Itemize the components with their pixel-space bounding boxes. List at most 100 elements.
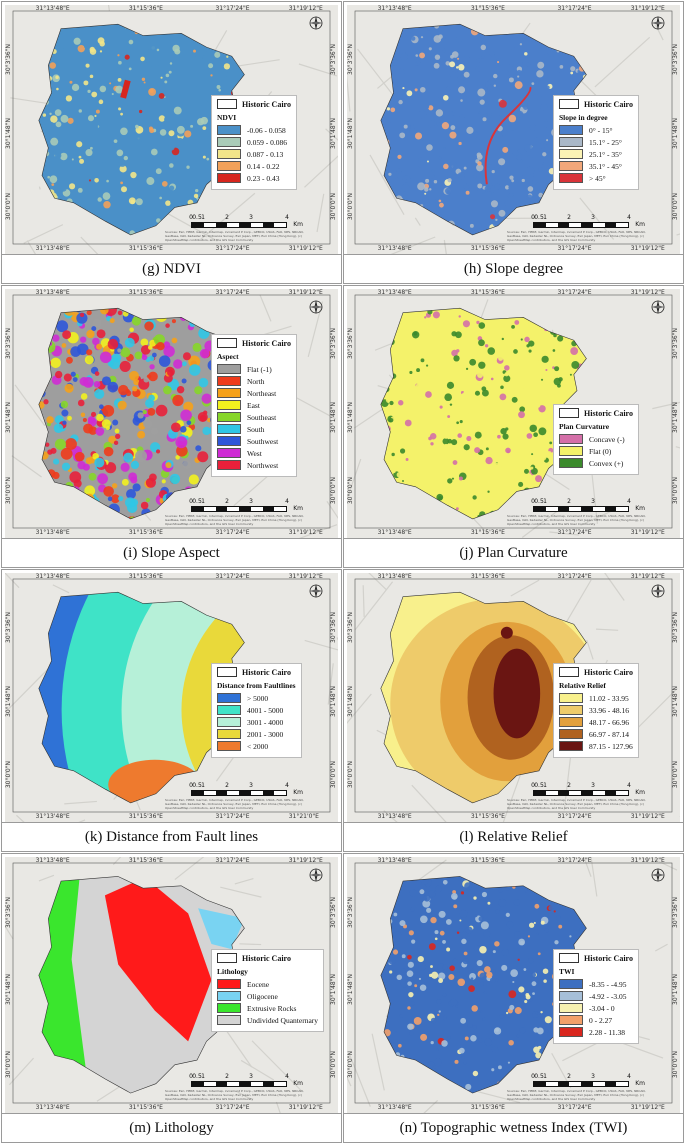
legend-swatch — [559, 991, 583, 1001]
boundary-swatch — [217, 338, 237, 348]
basemap-road — [414, 217, 421, 226]
legend-class-label: 0.14 - 0.22 — [247, 161, 280, 171]
historic-cairo-label: Historic Cairo — [242, 338, 291, 348]
boundary-swatch — [217, 953, 237, 963]
legend-class: 15.1° - 25° — [559, 137, 633, 147]
tick-label-left: 30°0'0"N — [5, 193, 12, 221]
scale-label: 0.5 — [534, 214, 544, 221]
map-panel: 31°13'48"E 31°15'36"E 31°17'24"E 31°19'12"E… — [343, 853, 684, 1143]
basemap-road — [5, 924, 14, 940]
basemap-road — [251, 1040, 303, 1092]
basemap-road — [362, 585, 365, 617]
scale-label: 0.5 — [534, 1073, 544, 1080]
basemap-road — [26, 240, 37, 254]
scale-unit: Km — [635, 789, 645, 796]
legend-swatch — [217, 460, 241, 470]
scale-label: 0.5 — [192, 782, 202, 789]
tick-label-right: 30°0'0"N — [330, 193, 337, 221]
scale-label: 3 — [249, 498, 253, 505]
tick-label-bottom: 31°17'24"E — [215, 529, 250, 536]
legend-class: 0.059 - 0.086 — [217, 137, 291, 147]
basemap-road — [234, 878, 254, 885]
legend-class: 87.15 - 127.96 — [559, 741, 633, 751]
tick-label-bottom: 31°17'24"E — [215, 1104, 250, 1111]
tick-label-bottom: 31°19'12"E — [630, 813, 665, 820]
scale-bar: 0 0.5 1 2 3 4 Km — [189, 1073, 303, 1087]
basemap-credit: Sources: Esri, HERE, Garmin, Intermap, i… — [165, 1089, 304, 1101]
map-svg — [347, 5, 680, 254]
scale-bar: 0 0.5 1 2 3 4 Km — [531, 214, 645, 228]
basemap-credit: Sources: Esri, HERE, Garmin, Intermap, i… — [165, 230, 304, 242]
historic-cairo-label: Historic Cairo — [584, 99, 633, 109]
scale-label: 3 — [591, 782, 595, 789]
tick-label-left: 30°0'0"N — [347, 477, 354, 505]
legend-swatch — [217, 1003, 241, 1013]
map-panel: 31°13'48"E 31°15'36"E 31°17'24"E 31°19'12"E… — [1, 569, 342, 852]
map-svg — [347, 294, 680, 538]
map-canvas: 31°13'48"E 31°15'36"E 31°17'24"E 31°19'12"E… — [347, 5, 680, 254]
tick-label-top: 31°17'24"E — [557, 289, 592, 296]
basemap-credit: Sources: Esri, HERE, Garmin, Intermap, i… — [507, 230, 646, 242]
tick-label-top: 31°19'12"E — [288, 857, 323, 864]
historic-cairo-legend-item: Historic Cairo — [217, 338, 291, 348]
legend-class: 11.02 - 33.95 — [559, 693, 633, 703]
basemap-credit: Sources: Esri, HERE, Garmin, Intermap, i… — [507, 514, 646, 526]
panel-caption: (h) Slope degree — [344, 254, 683, 283]
historic-cairo-label: Historic Cairo — [584, 408, 633, 418]
legend-swatch — [217, 376, 241, 386]
tick-label-top: 31°13'48"E — [35, 573, 70, 580]
legend-swatch — [559, 458, 583, 468]
legend-swatch — [217, 991, 241, 1001]
historic-cairo-label: Historic Cairo — [584, 667, 633, 677]
legend-class: North — [217, 376, 291, 386]
tick-label-right: 30°0'0"N — [330, 761, 337, 789]
tick-label-left: 30°0'0"N — [347, 761, 354, 789]
tick-label-bottom: 31°19'12"E — [630, 1104, 665, 1111]
historic-cairo-label: Historic Cairo — [242, 667, 291, 677]
tick-label-top: 31°15'36"E — [128, 5, 163, 12]
tick-label-top: 31°15'36"E — [128, 573, 163, 580]
basemap-road — [414, 859, 447, 884]
legend-swatch — [217, 137, 241, 147]
basemap-road — [240, 1059, 275, 1081]
map-canvas: 31°13'48"E 31°15'36"E 31°17'24"E 31°19'12"E… — [347, 857, 680, 1113]
legend-swatch — [217, 436, 241, 446]
tick-label-left: 30°1'48"N — [5, 974, 12, 1006]
legend-class-label: 87.15 - 127.96 — [589, 741, 633, 751]
map-panel: 31°13'48"E 31°15'36"E 31°17'24"E 31°19'12"E… — [343, 285, 684, 568]
legend-class: -3.04 - 0 — [559, 1003, 633, 1013]
scale-label: 1 — [543, 498, 547, 505]
boundary-swatch — [559, 99, 579, 109]
scale-label: 0 — [189, 214, 193, 221]
legend-swatch — [559, 173, 583, 183]
legend-class-label: 48.17 - 66.96 — [589, 717, 629, 727]
historic-cairo-boundary — [38, 23, 245, 236]
north-arrow-icon — [308, 299, 324, 315]
north-arrow-icon — [650, 583, 666, 599]
scale-bar-graphic — [533, 1081, 629, 1087]
legend-class-label: -3.04 - 0 — [589, 1003, 615, 1013]
legend-swatch — [559, 979, 583, 989]
legend-title: Slope in degree — [559, 113, 608, 122]
legend-class-label: West — [247, 448, 262, 458]
tick-label-top: 31°13'48"E — [377, 573, 412, 580]
basemap-road — [327, 663, 334, 705]
tick-label-left: 30°0'0"N — [347, 1050, 354, 1079]
tick-label-right: 30°1'48"N — [672, 118, 679, 150]
tick-label-top: 31°15'36"E — [470, 857, 505, 864]
scale-bar-graphic — [533, 222, 629, 228]
basemap-road — [549, 531, 579, 536]
scale-unit: Km — [293, 1080, 303, 1087]
legend-class-label: Northwest — [247, 460, 279, 470]
legend-swatch — [217, 448, 241, 458]
north-arrow-icon — [650, 867, 666, 883]
basemap-road — [215, 756, 235, 782]
legend-class: South — [217, 424, 291, 434]
tick-label-left: 30°3'36"N — [5, 327, 12, 359]
legend-class-label: 3001 - 4000 — [247, 717, 284, 727]
panel-caption: (n) Topographic wetness Index (TWI) — [344, 1113, 683, 1142]
basemap-road — [80, 236, 99, 254]
tick-label-bottom: 31°13'48"E — [35, 1104, 70, 1111]
basemap-road — [107, 5, 110, 12]
basemap-road — [11, 455, 42, 478]
